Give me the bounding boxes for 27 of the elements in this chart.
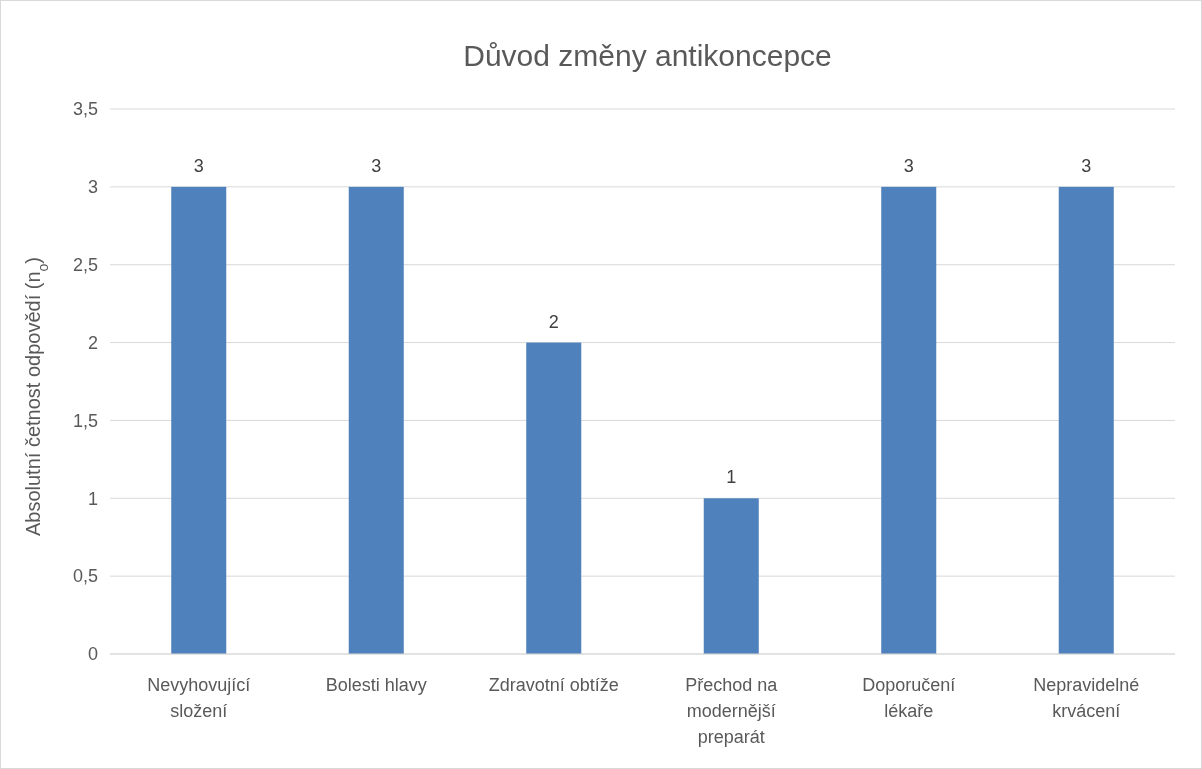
data-label: 3: [371, 155, 382, 176]
data-label: 2: [548, 311, 559, 332]
x-tick-label: Doporučení lékaře: [862, 675, 956, 721]
x-tick-label: Nepravidelné krvácení: [1033, 675, 1140, 721]
data-label: 3: [903, 155, 914, 176]
x-tick-label: Zdravotní obtíže: [488, 675, 619, 695]
bar: [348, 186, 404, 654]
chart-title: Důvod změny antikoncepce: [463, 39, 832, 72]
y-tick-label: 2,5: [72, 255, 98, 276]
y-tick-label: 3: [87, 177, 98, 198]
x-tick-label: Přechod na modernější preparát: [685, 675, 779, 747]
y-tick-label: 3,5: [72, 99, 98, 120]
y-tick-label: 0: [87, 644, 98, 665]
bar: [881, 186, 937, 654]
y-tick-label: 1: [87, 488, 98, 509]
x-tick-label: Nevyhovující složení: [147, 675, 251, 721]
y-tick-label: 1,5: [72, 410, 98, 431]
y-tick-label: 2: [87, 332, 98, 353]
data-label: 3: [193, 155, 204, 176]
data-label: 1: [726, 467, 737, 488]
bar: [171, 186, 227, 654]
bar: [1058, 186, 1114, 654]
y-tick-label: 0,5: [72, 566, 98, 587]
data-label: 3: [1081, 155, 1092, 176]
bar: [703, 498, 759, 654]
bar: [526, 342, 582, 654]
x-tick-label: Bolesti hlavy: [325, 675, 427, 695]
